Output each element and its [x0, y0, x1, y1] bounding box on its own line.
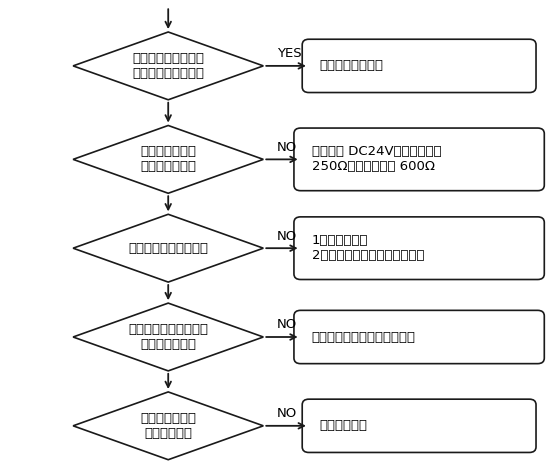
- Text: 检查冷凝液、隔
离液是否正常: 检查冷凝液、隔 离液是否正常: [140, 412, 196, 440]
- Polygon shape: [73, 303, 263, 371]
- Text: 电源应为 DC24V，负载电阻为
250Ω，最大不超过 600Ω: 电源应为 DC24V，负载电阻为 250Ω，最大不超过 600Ω: [311, 145, 441, 174]
- Text: 显示仪表或控制系统
的输入信号是否正常: 显示仪表或控制系统 的输入信号是否正常: [132, 52, 204, 80]
- FancyBboxPatch shape: [294, 128, 544, 191]
- FancyBboxPatch shape: [302, 39, 536, 93]
- Polygon shape: [73, 392, 263, 460]
- FancyBboxPatch shape: [302, 399, 536, 453]
- Text: 1、检查变送器
2、检查变送器与显示仪表连线: 1、检查变送器 2、检查变送器与显示仪表连线: [311, 234, 424, 262]
- Text: NO: NO: [277, 229, 297, 243]
- Polygon shape: [73, 125, 263, 193]
- Text: 重新进行灌装: 重新进行灌装: [320, 420, 368, 432]
- Text: NO: NO: [277, 141, 297, 154]
- FancyBboxPatch shape: [294, 310, 544, 364]
- Text: NO: NO: [277, 318, 297, 332]
- FancyBboxPatch shape: [294, 217, 544, 280]
- Text: YES: YES: [277, 47, 302, 60]
- Text: 校准显示控制仪表: 校准显示控制仪表: [320, 60, 384, 72]
- Text: 变送器是否有电流输出: 变送器是否有电流输出: [128, 242, 208, 254]
- Text: 变送器供电、负
载电阻是否正确: 变送器供电、负 载电阻是否正确: [140, 145, 196, 174]
- Text: 检查导压管、取压阀、
三阀组是否畅通: 检查导压管、取压阀、 三阀组是否畅通: [128, 323, 208, 351]
- Text: 检查堵塞点并进行处理或修复: 检查堵塞点并进行处理或修复: [311, 331, 416, 343]
- Polygon shape: [73, 32, 263, 100]
- Polygon shape: [73, 214, 263, 282]
- Text: NO: NO: [277, 407, 297, 420]
